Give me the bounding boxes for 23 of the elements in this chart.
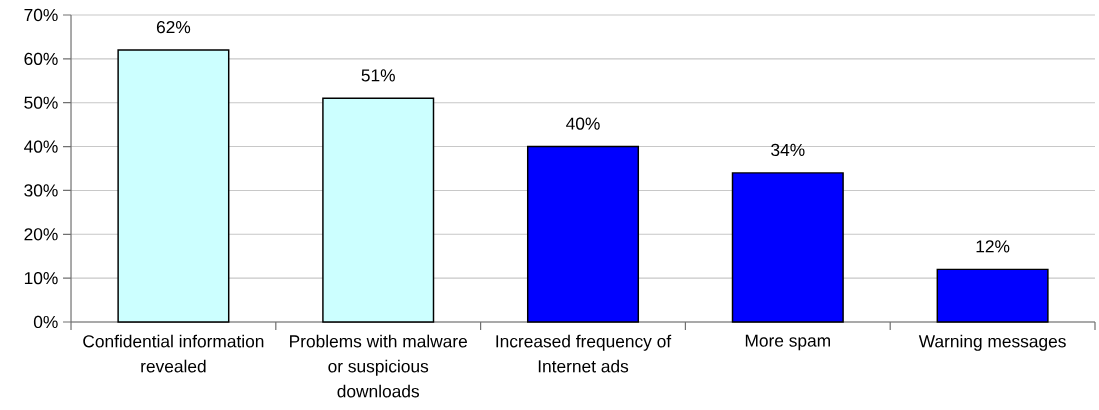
y-tick-label: 70% [24,8,58,22]
data-label: 62% [156,20,191,34]
bar [526,145,640,323]
x-tick-label: Problems with malware or suspicious downloads [290,334,467,398]
bar [936,268,1049,323]
bar [731,172,844,323]
data-label: 12% [976,240,1010,253]
y-tick-label: 10% [24,271,58,285]
x-tick-label: Confidential information revealed [83,334,264,373]
x-tick-label: More spam [745,334,830,351]
y-tick-label: 60% [24,52,58,65]
x-tick-label: Warning messages [918,334,1066,351]
y-tick-label: 30% [24,184,58,197]
data-label: 40% [566,117,600,130]
y-tick-label: 40% [24,140,58,153]
data-label: 34% [771,143,805,157]
bar [117,49,230,323]
bar [322,97,435,323]
y-tick-label: 0% [33,315,58,329]
data-label: 51% [361,69,395,82]
y-tick-label: 20% [24,228,58,241]
x-tick-label: Increased frequency of Internet ads [496,334,672,373]
y-tick-label: 50% [24,96,58,109]
